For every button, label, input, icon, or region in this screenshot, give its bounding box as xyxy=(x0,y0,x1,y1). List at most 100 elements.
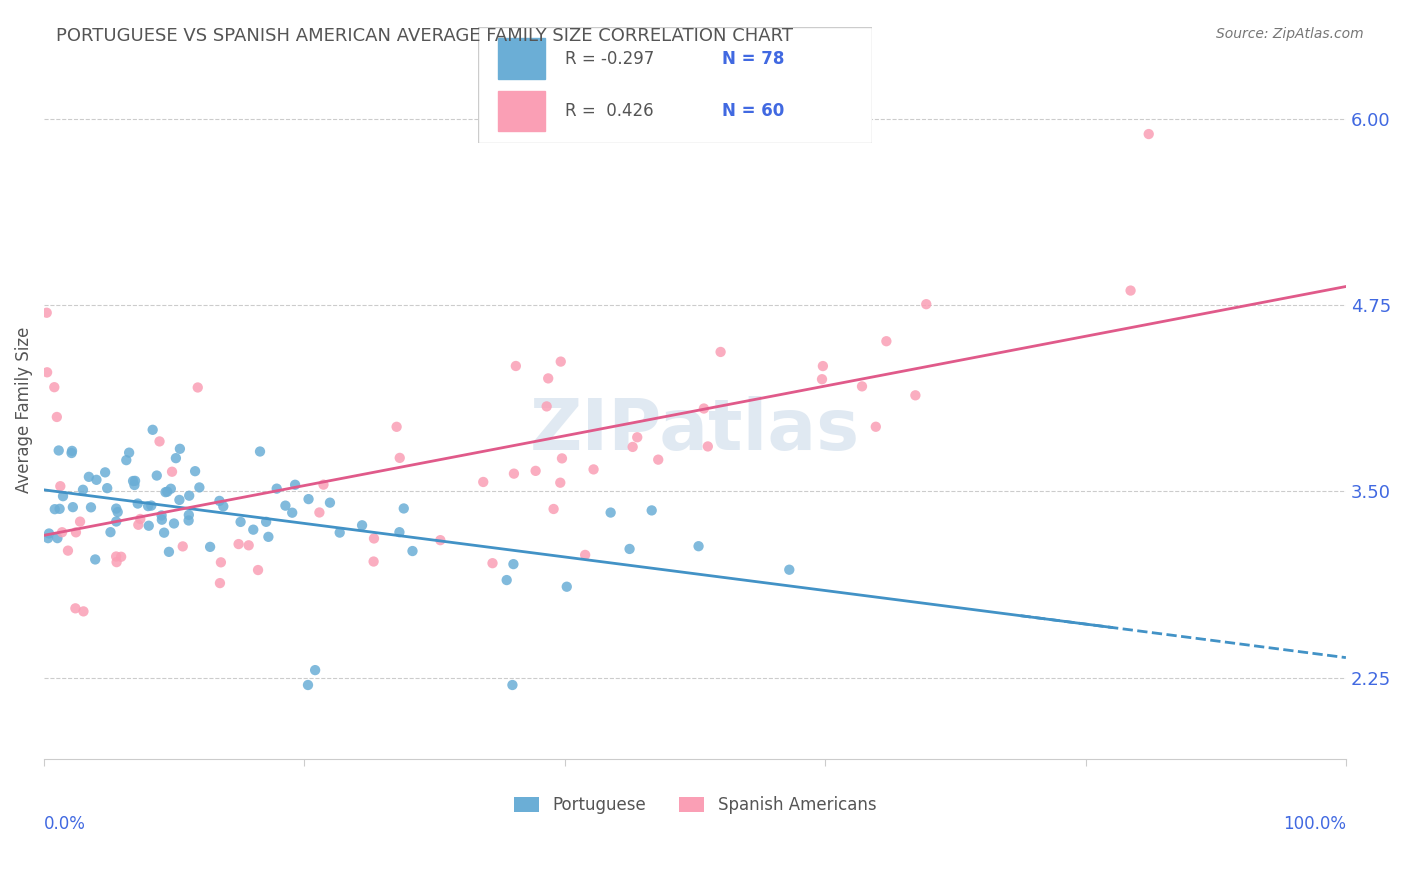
Point xyxy=(329,525,352,540)
Point xyxy=(363,532,385,546)
Point xyxy=(524,464,547,478)
Text: 0.0%: 0.0% xyxy=(44,815,86,833)
Bar xyxy=(498,91,546,131)
Point xyxy=(65,601,87,615)
Point xyxy=(72,483,94,497)
Point xyxy=(105,501,128,516)
Text: N = 78: N = 78 xyxy=(723,50,785,68)
Point xyxy=(124,478,146,492)
Point xyxy=(811,372,834,386)
Point xyxy=(37,531,59,545)
Point xyxy=(543,502,565,516)
Point xyxy=(122,474,145,488)
Point xyxy=(208,494,231,508)
Point xyxy=(641,503,664,517)
Point xyxy=(257,530,280,544)
Point xyxy=(127,517,149,532)
Bar xyxy=(498,38,546,79)
Point xyxy=(48,501,70,516)
Point xyxy=(48,443,70,458)
Point xyxy=(38,526,60,541)
Point xyxy=(274,499,297,513)
Point xyxy=(110,549,132,564)
Point xyxy=(184,464,207,478)
Point xyxy=(165,451,187,466)
Point xyxy=(503,467,526,481)
Point xyxy=(472,475,495,489)
Text: ZIPatlas: ZIPatlas xyxy=(530,396,860,465)
Point xyxy=(242,523,264,537)
Point xyxy=(142,423,165,437)
Point xyxy=(599,506,621,520)
Point xyxy=(710,345,733,359)
Point xyxy=(115,453,138,467)
Point xyxy=(60,443,83,458)
Point xyxy=(163,516,186,531)
Point xyxy=(46,531,69,545)
Point xyxy=(77,470,100,484)
Point xyxy=(56,543,79,558)
Point xyxy=(177,514,200,528)
Point xyxy=(172,540,194,554)
Point xyxy=(1119,284,1142,298)
Point xyxy=(229,515,252,529)
Point xyxy=(304,663,326,677)
Point xyxy=(44,502,66,516)
Point xyxy=(187,380,209,394)
Point xyxy=(169,442,191,456)
Point xyxy=(1137,127,1160,141)
Point xyxy=(778,563,800,577)
Point xyxy=(62,500,84,515)
Point xyxy=(37,365,59,379)
Point xyxy=(688,539,710,553)
Point xyxy=(621,440,644,454)
Point xyxy=(429,533,451,548)
Text: R =  0.426: R = 0.426 xyxy=(565,103,654,120)
Text: Source: ZipAtlas.com: Source: ZipAtlas.com xyxy=(1216,27,1364,41)
Point xyxy=(157,545,180,559)
Point xyxy=(284,477,307,491)
Point xyxy=(502,557,524,571)
Point xyxy=(146,468,169,483)
Point xyxy=(851,379,873,393)
Text: R = -0.297: R = -0.297 xyxy=(565,50,654,68)
Point xyxy=(156,484,179,499)
Point xyxy=(212,500,235,514)
Point xyxy=(308,506,330,520)
Point xyxy=(551,451,574,466)
Point xyxy=(297,492,319,507)
Point xyxy=(118,445,141,459)
Point xyxy=(148,434,170,449)
Point xyxy=(169,492,191,507)
Point xyxy=(177,508,200,522)
Point xyxy=(105,555,128,569)
Point xyxy=(582,462,605,476)
Point xyxy=(49,479,72,493)
Point xyxy=(619,541,641,556)
Point xyxy=(150,508,173,523)
Point xyxy=(811,359,834,373)
Point xyxy=(86,473,108,487)
Point xyxy=(45,409,67,424)
Point xyxy=(401,544,423,558)
Point xyxy=(555,580,578,594)
Point xyxy=(352,518,374,533)
Point xyxy=(297,678,319,692)
Point xyxy=(385,419,408,434)
Point xyxy=(188,480,211,494)
Point xyxy=(84,552,107,566)
Point xyxy=(72,604,94,618)
Point xyxy=(266,482,288,496)
Y-axis label: Average Family Size: Average Family Size xyxy=(15,326,32,492)
Point xyxy=(51,525,73,540)
Point xyxy=(124,474,146,488)
Legend: Portuguese, Spanish Americans: Portuguese, Spanish Americans xyxy=(508,789,883,822)
Point xyxy=(52,489,75,503)
Point xyxy=(105,515,128,529)
Point xyxy=(80,500,103,515)
Point xyxy=(254,515,277,529)
Point xyxy=(150,513,173,527)
Point xyxy=(96,481,118,495)
Point xyxy=(69,515,91,529)
Point xyxy=(228,537,250,551)
